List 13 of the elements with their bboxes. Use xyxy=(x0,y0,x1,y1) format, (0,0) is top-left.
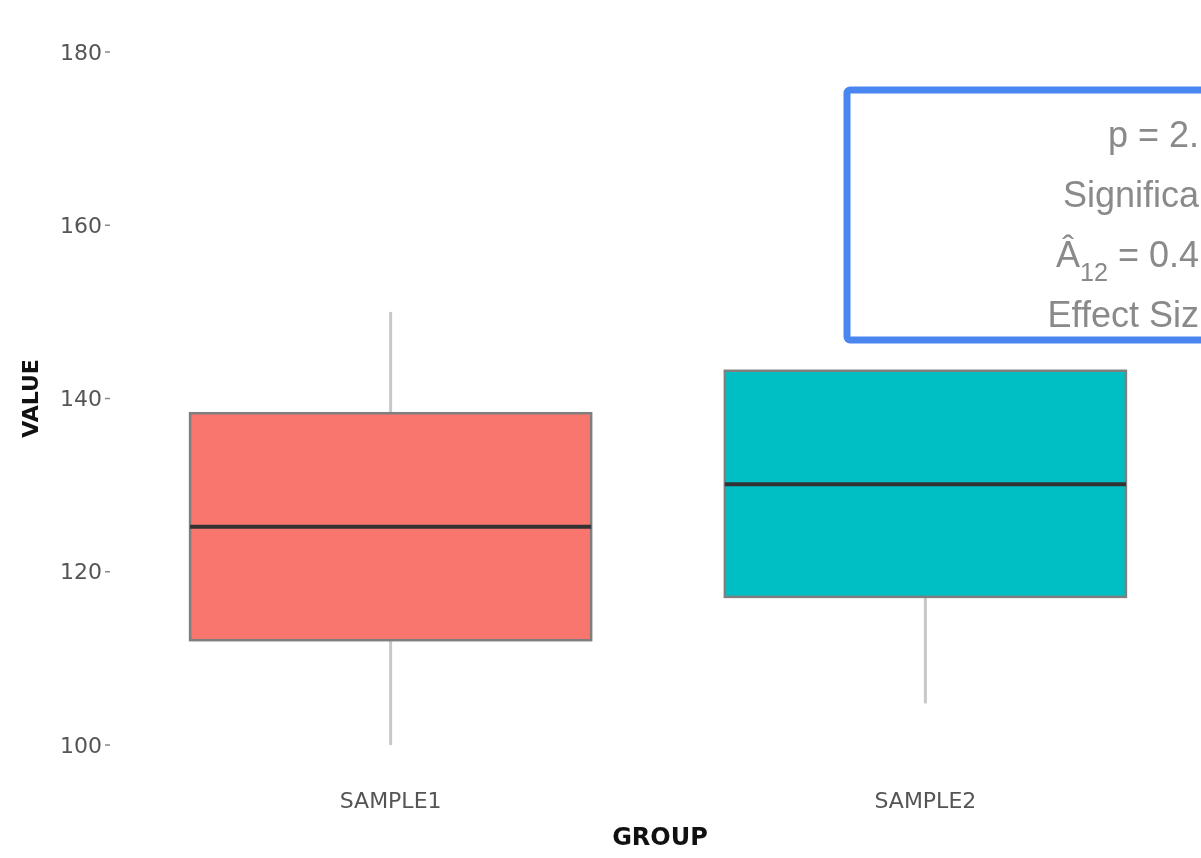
x-axis-title: GROUP xyxy=(612,823,708,851)
y-tick-label: 180 xyxy=(60,39,102,65)
y-tick-label: 140 xyxy=(60,386,102,412)
x-tick-label: SAMPLE2 xyxy=(874,788,977,813)
annotation: Effect Siz xyxy=(1047,294,1199,335)
y-tick-label: 120 xyxy=(60,559,102,585)
annotation: Â$_{12}$ = 0.4 xyxy=(1055,234,1199,286)
annotation: Significa xyxy=(1062,174,1200,215)
x-tick-label: SAMPLE1 xyxy=(339,788,442,813)
y-axis-title: VALUE xyxy=(18,359,43,438)
y-tick-label: 100 xyxy=(60,732,102,758)
annotation: p = 2. xyxy=(1107,114,1199,155)
y-tick-label: 160 xyxy=(60,212,102,238)
